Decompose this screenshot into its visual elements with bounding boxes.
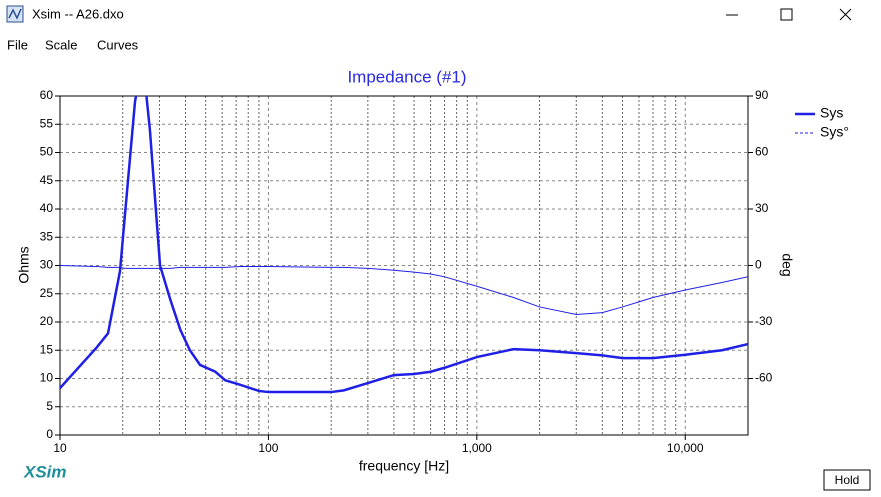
- plot: 0 5 10 15 20 25 30 35 40 45 50 55 60 -60 -30 0 30 60 90 10 1…: [40, 88, 849, 455]
- menu-item[interactable]: File: [7, 37, 28, 52]
- curves: [60, 96, 748, 394]
- y-tick-label: 45: [40, 173, 54, 187]
- x-tick-label: 1,000: [462, 441, 492, 455]
- x-tick-label: 10: [53, 441, 67, 455]
- y-tick-label: 0: [46, 427, 53, 441]
- y-tick-label: 50: [40, 145, 54, 159]
- y2-tick-label: 60: [755, 145, 769, 159]
- y2-axis-label: deg: [779, 253, 795, 276]
- x-tick-label: 100: [258, 441, 278, 455]
- y2-tick-label: 90: [755, 88, 769, 102]
- y2-tick-label: -60: [755, 371, 773, 385]
- y-axis-label: Ohms: [16, 246, 32, 283]
- y2-tick-label: -30: [755, 314, 773, 328]
- y-tick-label: 15: [40, 342, 54, 356]
- hold-button-label[interactable]: Hold: [835, 473, 860, 487]
- close-button[interactable]: [839, 8, 852, 21]
- x-axis-label: frequency [Hz]: [359, 458, 449, 474]
- series-line: [60, 96, 748, 394]
- window-title: Xsim -- A26.dxo: [32, 6, 124, 21]
- y-tick-label: 30: [40, 258, 54, 272]
- menu-item[interactable]: Scale: [45, 37, 78, 52]
- logo: XSim: [23, 462, 67, 481]
- y2-tick-label: 0: [755, 258, 762, 272]
- y2-tick-label: 30: [755, 201, 769, 215]
- y-tick-label: 10: [40, 371, 54, 385]
- x-tick-label: 10,000: [667, 441, 704, 455]
- legend-label: Sys°: [820, 124, 849, 140]
- hold-button[interactable]: [823, 469, 871, 491]
- y-tick-label: 35: [40, 229, 54, 243]
- y-tick-label: 40: [40, 201, 54, 215]
- maximize-button[interactable]: [780, 8, 793, 21]
- series-line: [60, 265, 748, 315]
- app-icon-glyph: [8, 8, 22, 20]
- y-tick-label: 60: [40, 88, 54, 102]
- y-tick-label: 5: [46, 399, 53, 413]
- y-tick-label: 25: [40, 286, 54, 300]
- chart-title: Impedance (#1): [347, 67, 466, 86]
- y-tick-label: 55: [40, 116, 54, 130]
- legend-label: Sys: [820, 105, 843, 121]
- menu-item[interactable]: Curves: [97, 37, 139, 52]
- y-tick-label: 20: [40, 314, 54, 328]
